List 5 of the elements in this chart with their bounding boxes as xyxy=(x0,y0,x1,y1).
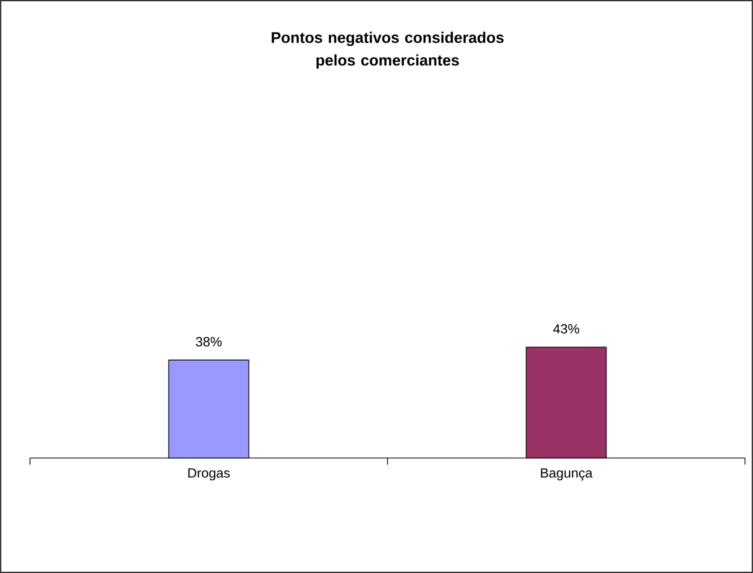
x-tick-label: Bagunça xyxy=(541,468,593,480)
chart-title: Pontos negativos considerados pelos comerciantes xyxy=(272,32,504,69)
x-tick-label: Drogas xyxy=(188,468,230,480)
data-label: 43% xyxy=(553,324,580,334)
data-label: 38% xyxy=(196,337,222,346)
